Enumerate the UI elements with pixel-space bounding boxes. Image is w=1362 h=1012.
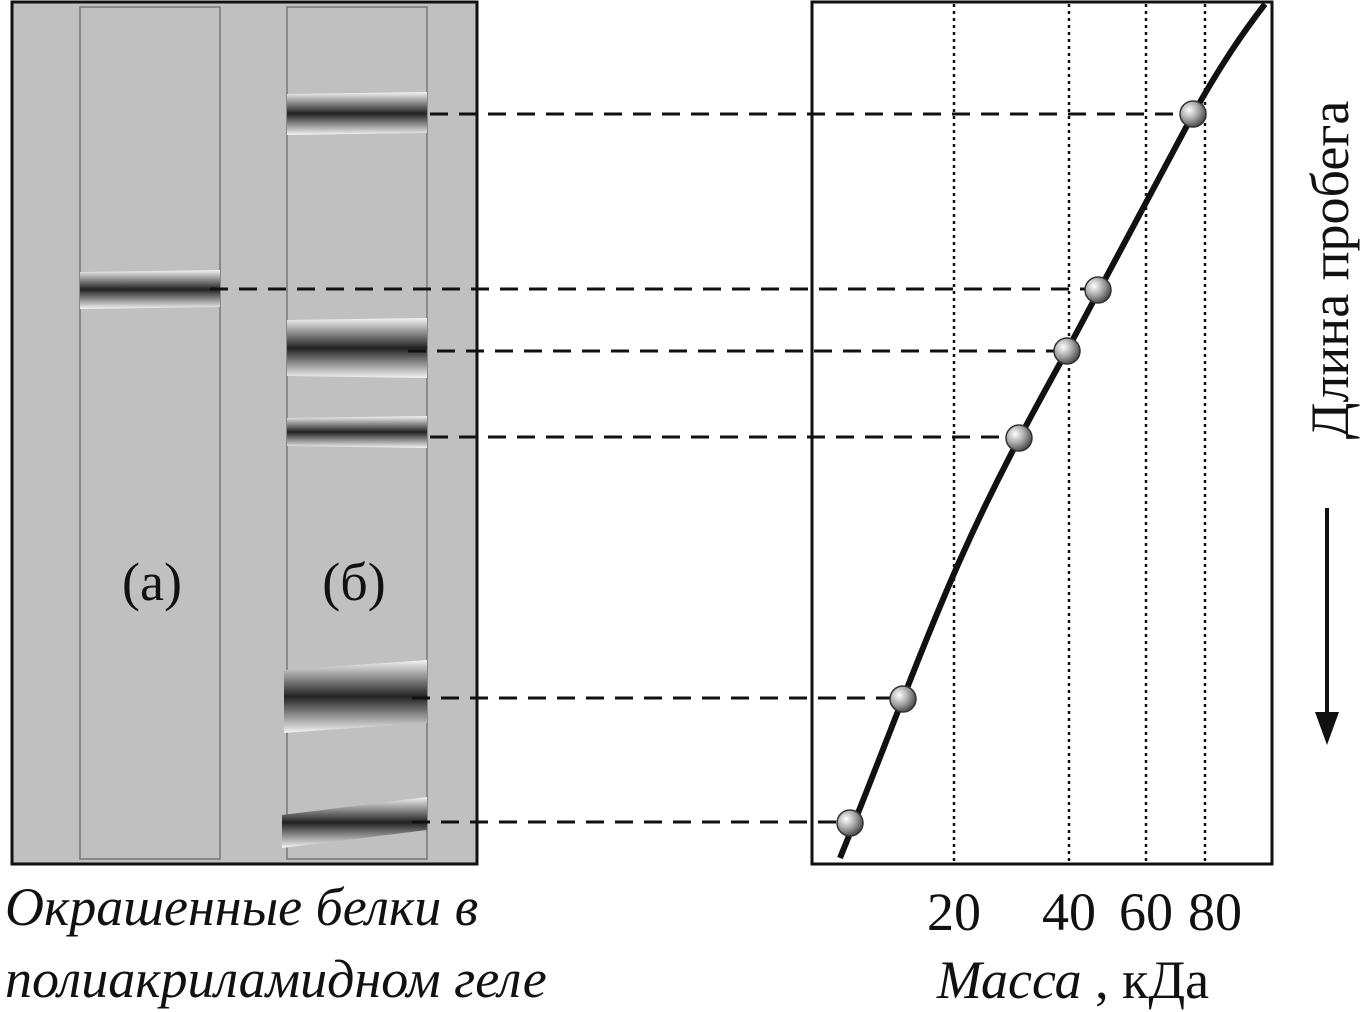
- axis-label-name: Масса: [936, 950, 1082, 1010]
- side-label: Длина пробега: [1300, 101, 1360, 440]
- tick-label: 40: [1042, 882, 1096, 942]
- lane-label: (б): [322, 552, 385, 612]
- tick-label: 80: [1188, 882, 1242, 942]
- lane-label: (а): [122, 552, 182, 612]
- gel: (а) (б): [10, 0, 479, 866]
- caption: Окрашенные белки в: [5, 877, 478, 937]
- tick-label: 60: [1119, 882, 1173, 942]
- axis-label: Масса , кДа: [936, 950, 1209, 1010]
- plot: 20 40 60 80 Масса , кДа: [210, 0, 1274, 1010]
- arrow: [1315, 508, 1339, 745]
- axis-label-unit: , кДа: [1095, 950, 1209, 1010]
- tick-label: 20: [927, 882, 981, 942]
- caption: полиакриламидном геле: [5, 949, 547, 1009]
